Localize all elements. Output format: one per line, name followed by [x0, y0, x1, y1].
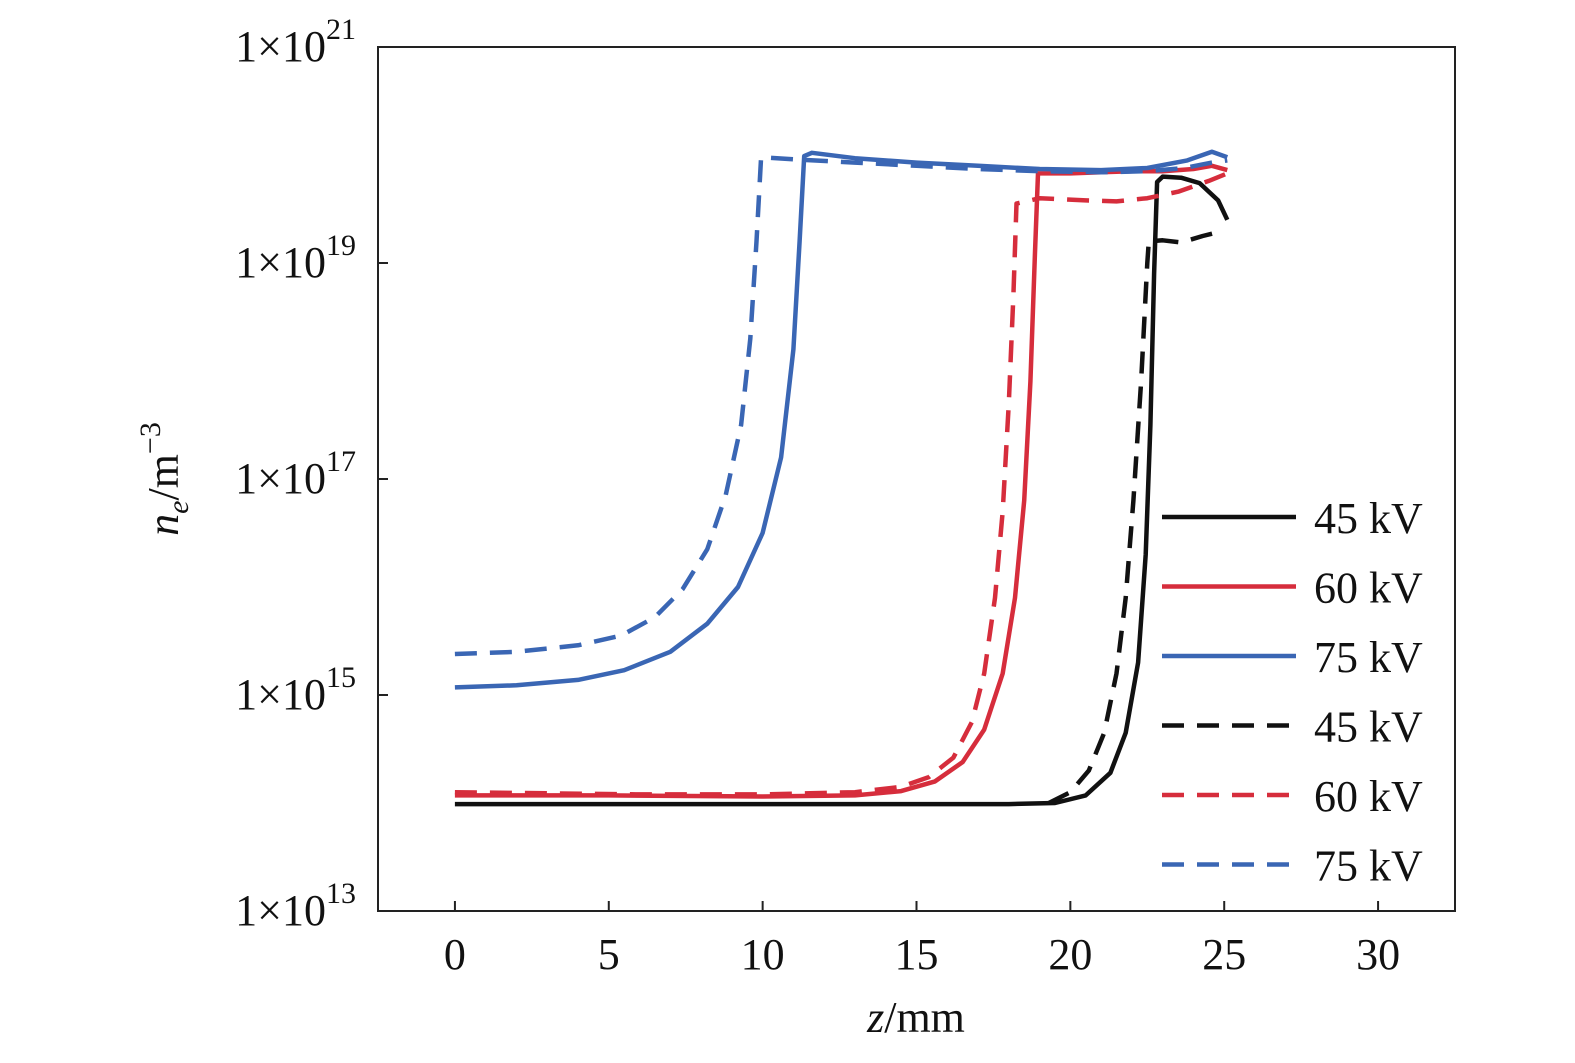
x-tick-label: 30 [1356, 930, 1400, 979]
y-tick-label: 1×1019 [235, 229, 356, 287]
legend-label: 60 kV [1314, 564, 1423, 613]
series-line-3 [454, 149, 1229, 690]
legend-label: 60 kV [1314, 772, 1423, 821]
y-axis-ticks: 1×1013 1×1015 1×1017 1×1019 1×1021 [235, 13, 388, 935]
y-tick-label: 1×1021 [235, 13, 356, 71]
x-tick-label: 10 [741, 930, 785, 979]
series-line-6 [454, 154, 1228, 657]
x-tick-label: 25 [1202, 930, 1246, 979]
series-line-1 [454, 174, 1230, 807]
x-axis-label: z/mm [866, 993, 965, 1042]
legend-label: 45 kV [1314, 494, 1423, 543]
series-line-2 [454, 163, 1228, 799]
series-line-4 [1047, 228, 1225, 806]
x-tick-label: 15 [895, 930, 939, 979]
y-axis-label: ne/m−3 [134, 422, 195, 536]
y-tick-label: 1×1017 [235, 445, 356, 503]
series-layer [454, 149, 1230, 807]
y-tick-label: 1×1013 [235, 877, 356, 935]
legend: 45 kV 60 kV 75 kV 45 kV 60 kV 75 kV [1162, 494, 1423, 891]
legend-label: 45 kV [1314, 703, 1423, 752]
legend-label: 75 kV [1314, 633, 1423, 682]
x-axis-ticks: 0 5 10 15 20 25 30 [444, 901, 1400, 979]
legend-label: 75 kV [1314, 842, 1423, 891]
series-line-5 [454, 171, 1229, 797]
x-tick-label: 0 [444, 930, 466, 979]
x-tick-label: 20 [1048, 930, 1092, 979]
x-tick-label: 5 [598, 930, 620, 979]
y-tick-label: 1×1015 [235, 661, 356, 719]
